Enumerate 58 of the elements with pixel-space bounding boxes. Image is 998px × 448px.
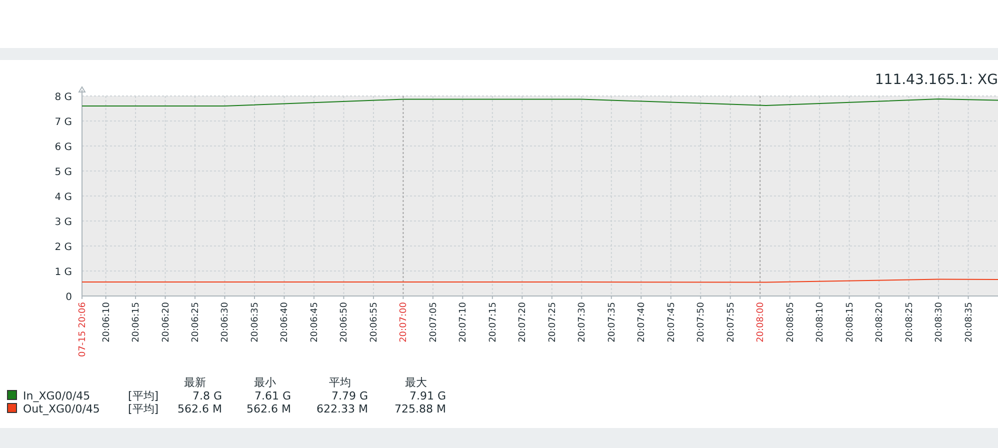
y-tick-label: 5 G	[54, 167, 72, 178]
x-tick-label: 20:07:40	[637, 302, 648, 342]
x-tick-label: 20:07:50	[696, 302, 707, 342]
x-tick-label: 20:07:05	[428, 302, 439, 342]
x-tick-label: 20:07:30	[578, 302, 588, 342]
text: 7.91 G	[409, 390, 446, 402]
x-tick-label: 20:08:20	[875, 302, 886, 342]
text: 最新	[184, 376, 206, 389]
x-tick-label: 20:07:10	[458, 302, 469, 342]
x-tick-label: 20:06:55	[369, 302, 380, 342]
x-tick-label: 07-15 20:06	[78, 302, 88, 357]
text: 622.33 M	[316, 402, 368, 416]
x-tick-label: 20:06:20	[161, 302, 172, 342]
x-tick-label: 20:07:25	[548, 302, 558, 342]
text: 最小	[254, 376, 276, 389]
x-tick-label: 20:07:20	[518, 302, 528, 342]
text: 7.8 G	[192, 390, 222, 402]
y-tick-label: 6 G	[54, 142, 72, 153]
x-tick-label: 20:08:05	[786, 302, 796, 342]
legend-label: In_XG0/0/45	[23, 390, 90, 402]
x-tick-label: 20:07:55	[726, 302, 736, 342]
y-tick-label: 4 G	[54, 192, 72, 203]
text: 725.88 M	[394, 402, 446, 416]
text: 最大	[405, 376, 427, 389]
y-tick-label: 3 G	[54, 217, 72, 228]
text: 平均	[329, 376, 351, 389]
text: 562.6 M	[178, 402, 222, 416]
y-tick-label: 0	[66, 292, 72, 303]
y-tick-label: 2 G	[54, 242, 72, 253]
x-tick-label: 20:08:25	[904, 302, 915, 342]
x-tick-label: 20:06:45	[310, 302, 320, 342]
text: 562.6 M	[246, 402, 291, 416]
legend-label: Out_XG0/0/45	[23, 402, 100, 416]
x-tick-label: 20:08:00	[756, 302, 766, 342]
x-tick-label: 20:06:35	[250, 302, 260, 342]
chart-title: 111.43.165.1: XG	[874, 72, 998, 88]
x-tick-label: 20:06:50	[340, 302, 350, 342]
text: [平均]	[128, 390, 159, 402]
x-tick-label: 20:07:00	[399, 302, 410, 342]
x-tick-label: 20:06:10	[102, 302, 112, 342]
y-tick-label: 8 G	[54, 92, 72, 103]
x-tick-label: 20:07:15	[488, 302, 498, 342]
text: [平均]	[128, 402, 159, 416]
text: 7.79 G	[331, 390, 368, 402]
x-tick-label: 20:08:10	[816, 302, 826, 342]
line-series	[82, 98, 998, 106]
x-tick-label: 20:08:15	[845, 302, 856, 342]
x-tick-label: 20:08:30	[934, 302, 945, 342]
x-tick-label: 20:07:45	[666, 302, 677, 342]
x-tick-label: 20:08:35	[964, 302, 974, 342]
y-tick-label: 7 G	[54, 117, 72, 128]
y-tick-label: 1 G	[54, 267, 72, 278]
x-tick-label: 20:06:30	[220, 302, 231, 342]
x-tick-label: 20:07:35	[607, 302, 618, 342]
x-tick-label: 20:06:25	[191, 302, 201, 342]
x-tick-label: 20:06:15	[132, 302, 142, 342]
x-tick-label: 20:06:40	[280, 302, 290, 342]
text: 7.61 G	[254, 390, 291, 402]
